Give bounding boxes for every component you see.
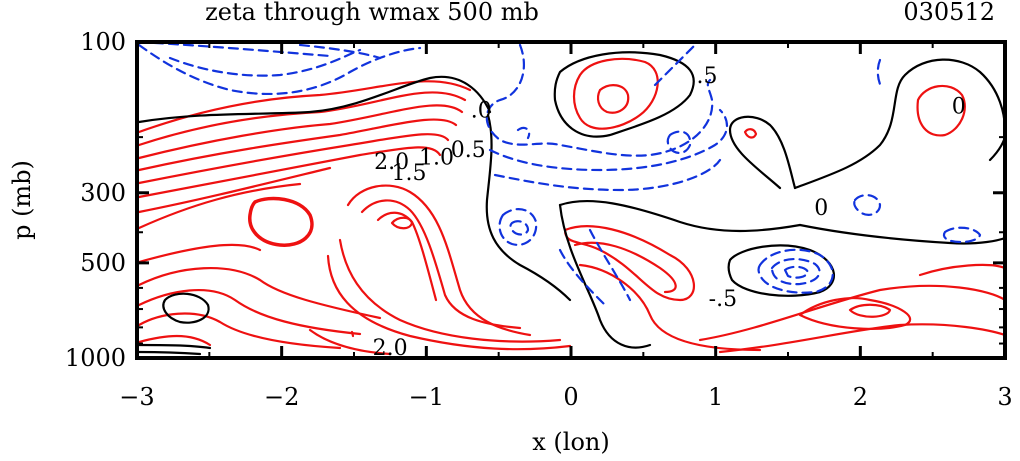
x-axis-label: x (lon) bbox=[532, 428, 609, 456]
x-tick-label: −1 bbox=[409, 383, 444, 411]
x-tick-label: 3 bbox=[997, 383, 1012, 411]
zero-contours bbox=[137, 51, 1005, 356]
y-tick-label: 500 bbox=[80, 249, 126, 277]
contour-label: 1.5 bbox=[391, 161, 426, 186]
y-axis-label: p (mb) bbox=[8, 160, 36, 240]
contour-label: 0.5 bbox=[451, 138, 486, 163]
x-tick-label: 1 bbox=[708, 383, 723, 411]
y-tick-label: 300 bbox=[80, 179, 126, 207]
contour-label: 1.0 bbox=[419, 145, 454, 170]
contour-label: .0 bbox=[471, 99, 492, 124]
x-tick-label: −2 bbox=[264, 383, 299, 411]
negative-contours bbox=[137, 42, 982, 307]
chart-date-label: 030512 bbox=[903, 0, 995, 26]
y-tick-label: 100 bbox=[80, 28, 126, 56]
positive-contours bbox=[137, 57, 1005, 356]
x-tick-label: 2 bbox=[853, 383, 868, 411]
contour-label: .5 bbox=[696, 64, 717, 89]
x-tick-label: −3 bbox=[119, 383, 154, 411]
contour-labels: 2.01.51.00.5.000.5-.52.0 bbox=[373, 64, 966, 361]
y-tick-label: 1000 bbox=[65, 344, 126, 372]
x-tick-label: 0 bbox=[563, 383, 578, 411]
contour-label: 2.0 bbox=[374, 150, 409, 175]
chart-title: zeta through wmax 500 mb bbox=[205, 0, 539, 26]
contour-label: 0 bbox=[814, 196, 828, 221]
x-axis: −3 −2 −1 0 1 2 3 bbox=[119, 42, 1013, 411]
contour-label: 0 bbox=[952, 95, 966, 120]
contour-label: -.5 bbox=[709, 287, 737, 312]
y-axis: 100 300 500 1000 bbox=[65, 28, 1005, 372]
